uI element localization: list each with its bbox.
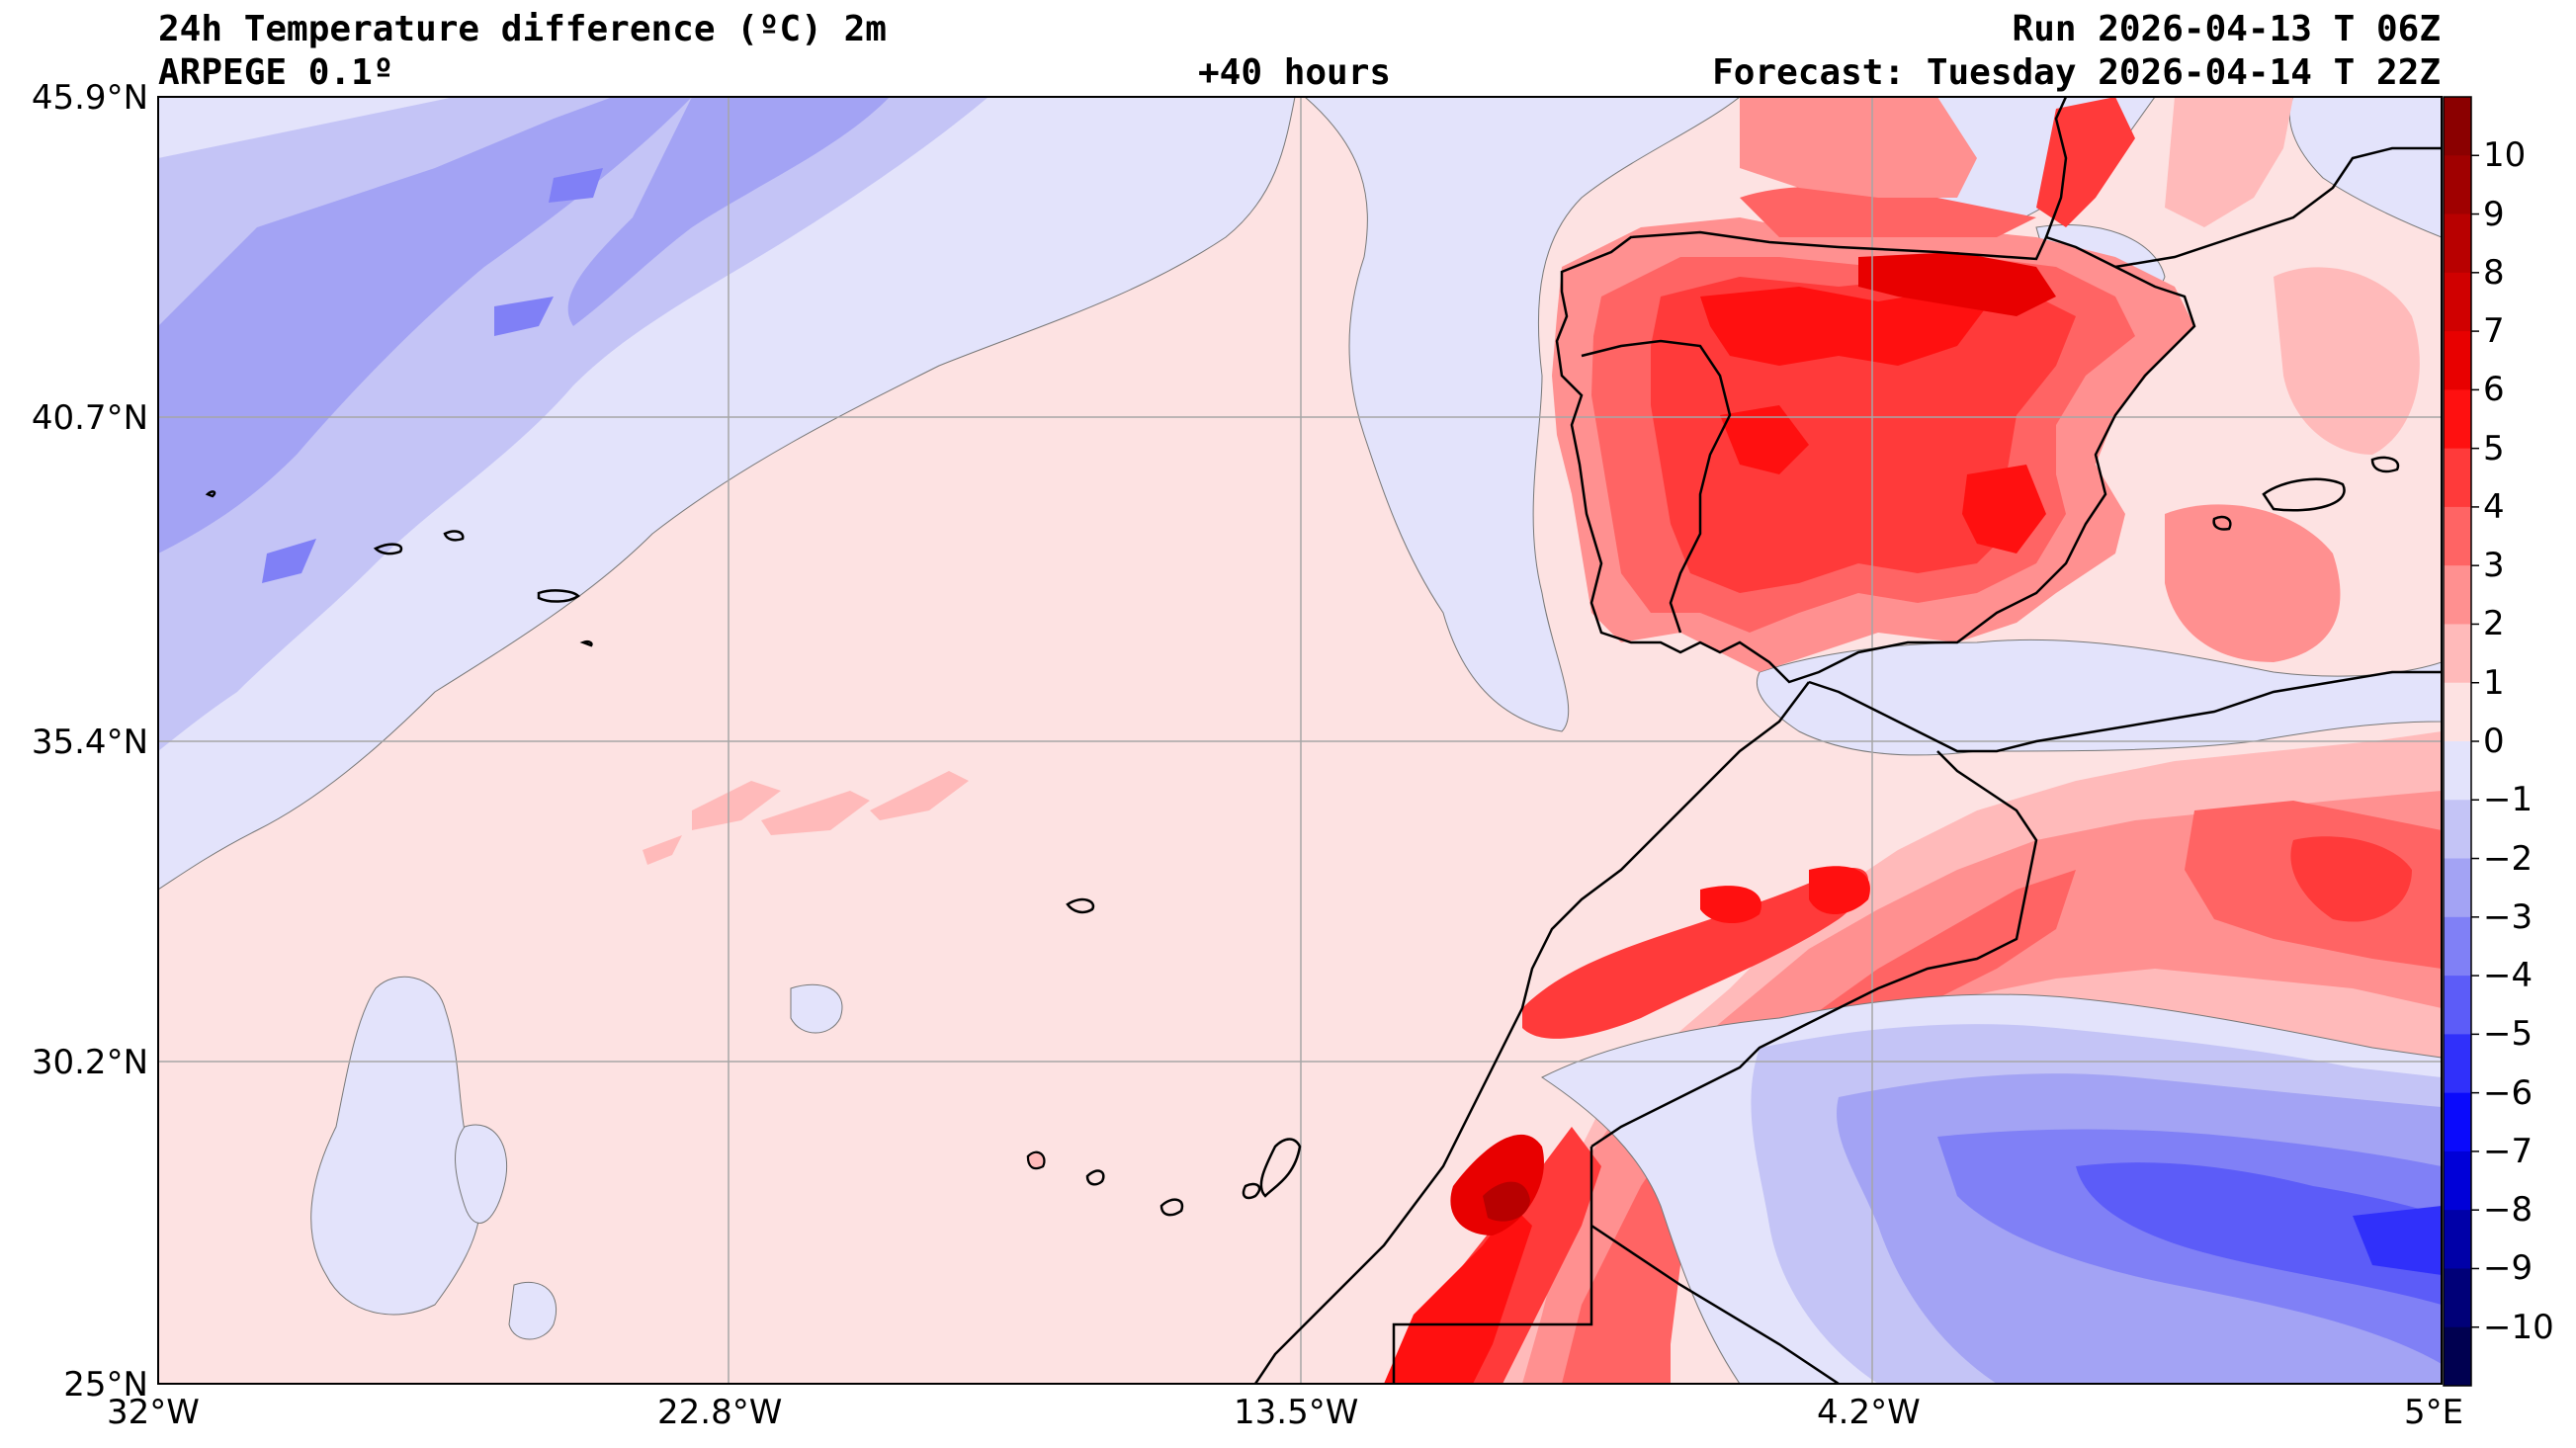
- colorbar-swatch: [2444, 331, 2471, 390]
- colorbar-swatch: [2444, 1092, 2471, 1152]
- colorbar-swatch: [2444, 1210, 2471, 1269]
- map-frame: [157, 96, 2443, 1385]
- sahara-cool-5: [2076, 1162, 2442, 1305]
- colorbar-tick-label: −3: [2483, 896, 2533, 937]
- colorbar-swatch: [2444, 800, 2471, 860]
- colorbar-tick-label: −6: [2483, 1072, 2533, 1113]
- lat-label-25: 25°N: [63, 1365, 148, 1405]
- coastlines: [205, 97, 2442, 1384]
- colorbar-swatch: [2444, 916, 2471, 977]
- colorbar-swatch: [2444, 858, 2471, 918]
- colorbar-tick-label: 7: [2483, 311, 2505, 352]
- colorbar-swatch: [2444, 448, 2471, 508]
- colorbar-tick-label: 2: [2483, 604, 2505, 644]
- lon-label-4-2w: 4.2°W: [1817, 1393, 1921, 1432]
- colorbar-tick-label: −7: [2483, 1131, 2533, 1171]
- title-forecast: Forecast: Tuesday 2026-04-14 T 22Z: [1712, 52, 2441, 93]
- colorbar-swatch: [2444, 272, 2471, 332]
- title-lead-time: +40 hours: [1198, 52, 1392, 93]
- colorbar-swatch: [2444, 1150, 2471, 1211]
- lat-label-30-2: 30.2°N: [31, 1043, 148, 1082]
- lon-label-32w: 32°W: [107, 1393, 200, 1432]
- colorbar-swatch: [2444, 565, 2471, 625]
- colorbar-swatch: [2444, 682, 2471, 742]
- title-variable: 24h Temperature difference (ºC) 2m: [158, 9, 887, 49]
- colorbar: [2443, 96, 2479, 1387]
- lat-label-35-4: 35.4°N: [31, 723, 148, 762]
- title-run: Run 2026-04-13 T 06Z: [2012, 9, 2441, 49]
- colorbar-swatch: [2444, 976, 2471, 1035]
- colorbar-tick-label: −8: [2483, 1190, 2533, 1231]
- colorbar-tick-label: −5: [2483, 1014, 2533, 1055]
- lon-label-22-8w: 22.8°W: [657, 1393, 783, 1432]
- colorbar-tick-label: 9: [2483, 194, 2505, 234]
- colorbar-swatch: [2444, 389, 2471, 450]
- lon-label-5e: 5°E: [2404, 1393, 2464, 1432]
- colorbar-swatch: [2444, 624, 2471, 684]
- colorbar-swatch: [2444, 1034, 2471, 1094]
- lon-label-13-5w: 13.5°W: [1234, 1393, 1359, 1432]
- title-model: ARPEGE 0.1º: [158, 52, 394, 93]
- colorbar-tick-label: 4: [2483, 486, 2505, 527]
- graticule: [158, 97, 2442, 1384]
- colorbar-tick-label: 3: [2483, 546, 2505, 586]
- lat-label-45-9: 45.9°N: [31, 78, 148, 118]
- colorbar-tick-label: 0: [2483, 722, 2505, 761]
- colorbar-swatch: [2444, 741, 2471, 801]
- colorbar-swatch: [2444, 1326, 2471, 1387]
- africa-warm-2: [1522, 791, 2442, 1384]
- colorbar-tick-label: 10: [2483, 135, 2527, 176]
- colorbar-tick-label: 5: [2483, 428, 2505, 468]
- cool-band-strong: [158, 97, 692, 554]
- colorbar-tick-label: −4: [2483, 956, 2533, 996]
- africa-warm-3: [1562, 870, 2076, 1384]
- map-area: [158, 97, 2442, 1384]
- colorbar-tick-label: −2: [2483, 838, 2533, 879]
- colorbar-swatch: [2444, 506, 2471, 566]
- lat-label-40-7: 40.7°N: [31, 398, 148, 438]
- colorbar-swatch: [2444, 97, 2471, 156]
- colorbar-tick-label: 8: [2483, 252, 2505, 293]
- colorbar-tick-label: −9: [2483, 1248, 2533, 1289]
- colorbar-swatch: [2444, 155, 2471, 215]
- colorbar-tick-label: −10: [2483, 1307, 2554, 1347]
- colorbar-tick-label: 1: [2483, 662, 2505, 703]
- colorbar-swatch: [2444, 213, 2471, 274]
- colorbar-tick-label: 6: [2483, 370, 2505, 410]
- colorbar-swatch: [2444, 1268, 2471, 1328]
- colorbar-tick-label: −1: [2483, 780, 2533, 820]
